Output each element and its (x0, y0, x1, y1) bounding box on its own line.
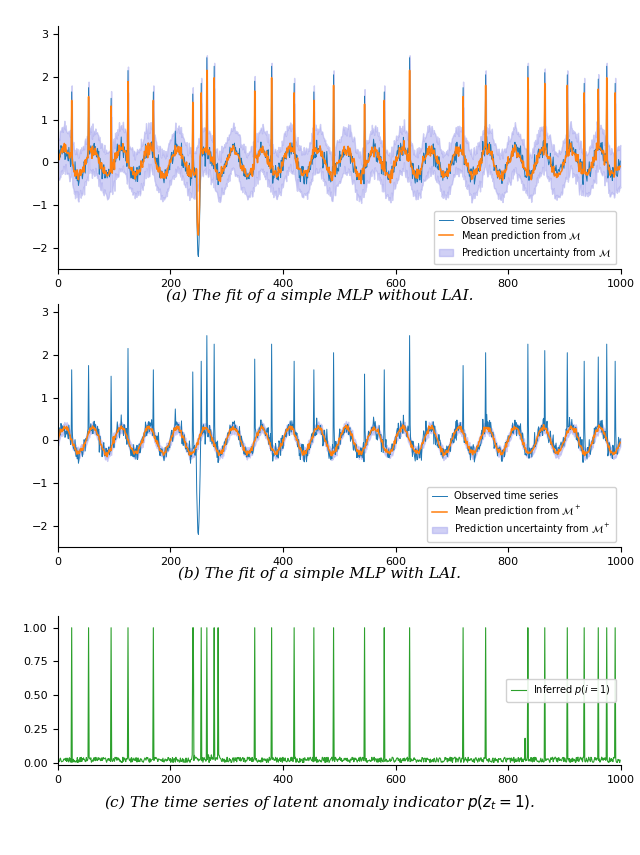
Text: (c) The time series of latent anomaly indicator $p(z_t = 1)$.: (c) The time series of latent anomaly in… (104, 793, 536, 812)
Mean prediction from $\mathcal{M}$ (616, 161, 624, 171)
Observed time series (441, 445, 449, 455)
Observed time series (504, 159, 511, 169)
Observed time series (282, 154, 290, 164)
Mean prediction from $\mathcal{M}^+$ (441, 448, 449, 458)
Mean prediction from $\mathcal{M}^+$ (282, 428, 289, 438)
Observed time series (616, 433, 624, 444)
Mean prediction from $\mathcal{M}$ (303, 168, 310, 178)
Observed time series (616, 156, 624, 166)
Observed time series (282, 432, 290, 442)
Mean prediction from $\mathcal{M}$ (111, 148, 119, 158)
Observed time series (111, 433, 119, 444)
Legend: Observed time series, Mean prediction from $\mathcal{M}$, Prediction uncertainty: Observed time series, Mean prediction fr… (434, 211, 616, 264)
Mean prediction from $\mathcal{M}^+$ (493, 444, 500, 454)
Mean prediction from $\mathcal{M}^+$ (54, 434, 61, 445)
Inferred $p(i=1)$ (504, 754, 511, 764)
Observed time series (493, 173, 501, 183)
Mean prediction from $\mathcal{M}^+$ (616, 437, 624, 447)
Mean prediction from $\mathcal{M}^+$ (540, 420, 547, 430)
Inferred $p(i=1)$ (54, 756, 61, 766)
Observed time series (195, 251, 202, 262)
Line: Inferred $p(i=1)$: Inferred $p(i=1)$ (58, 628, 620, 763)
Mean prediction from $\mathcal{M}^+$ (112, 430, 120, 440)
Mean prediction from $\mathcal{M}$ (54, 153, 61, 163)
Legend: Observed time series, Mean prediction from $\mathcal{M}^+$, Prediction uncertain: Observed time series, Mean prediction fr… (427, 486, 616, 542)
Mean prediction from $\mathcal{M}^+$ (302, 448, 310, 458)
Mean prediction from $\mathcal{M}^+$ (103, 451, 111, 462)
Observed time series (54, 155, 61, 165)
Text: (a) The fit of a simple MLP without LAI.: (a) The fit of a simple MLP without LAI. (166, 289, 474, 304)
Mean prediction from $\mathcal{M}$ (493, 167, 501, 177)
Line: Observed time series: Observed time series (58, 58, 620, 256)
Inferred $p(i=1)$ (282, 757, 290, 767)
Observed time series (203, 53, 211, 63)
Inferred $p(i=1)$ (118, 758, 125, 768)
Mean prediction from $\mathcal{M}$ (203, 65, 211, 75)
Observed time series (303, 179, 310, 189)
Observed time series (203, 330, 211, 340)
Mean prediction from $\mathcal{M}$ (282, 153, 290, 163)
Inferred $p(i=1)$ (493, 756, 501, 766)
Line: Mean prediction from $\mathcal{M}$: Mean prediction from $\mathcal{M}$ (58, 70, 620, 235)
Inferred $p(i=1)$ (616, 755, 624, 765)
Text: (b) The fit of a simple MLP with LAI.: (b) The fit of a simple MLP with LAI. (179, 567, 461, 581)
Observed time series (111, 156, 119, 166)
Observed time series (504, 437, 511, 447)
Mean prediction from $\mathcal{M}$ (504, 159, 511, 169)
Inferred $p(i=1)$ (441, 752, 449, 763)
Legend: Inferred $p(i=1)$: Inferred $p(i=1)$ (506, 679, 616, 702)
Observed time series (303, 457, 310, 467)
Mean prediction from $\mathcal{M}$ (195, 230, 202, 240)
Observed time series (195, 529, 202, 540)
Inferred $p(i=1)$ (303, 755, 310, 765)
Mean prediction from $\mathcal{M}^+$ (503, 437, 511, 447)
Inferred $p(i=1)$ (68, 622, 76, 633)
Observed time series (54, 433, 61, 443)
Line: Observed time series: Observed time series (58, 335, 620, 534)
Observed time series (493, 451, 501, 461)
Observed time series (441, 167, 449, 177)
Line: Mean prediction from $\mathcal{M}^+$: Mean prediction from $\mathcal{M}^+$ (58, 425, 620, 457)
Inferred $p(i=1)$ (112, 753, 120, 764)
Mean prediction from $\mathcal{M}$ (441, 169, 449, 180)
